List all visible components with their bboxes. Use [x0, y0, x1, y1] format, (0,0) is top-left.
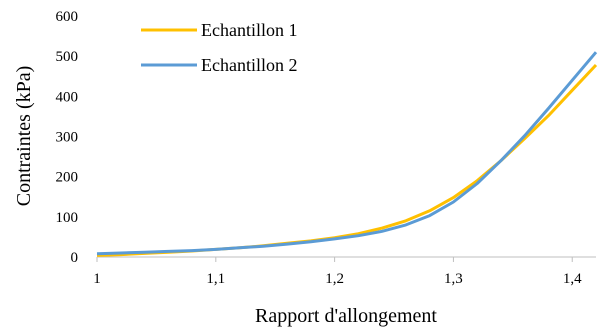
- y-tick-label: 600: [56, 9, 79, 25]
- y-tick-label: 200: [56, 170, 79, 186]
- y-axis-ticks: 0 100 200 300 400 500 600: [56, 9, 79, 266]
- series-line-2: [96, 51, 598, 256]
- legend-label-echantillon-1: Echantillon 1: [201, 20, 297, 40]
- y-tick-label: 300: [56, 130, 79, 146]
- y-axis-title: Contraintes (kPa): [13, 66, 35, 207]
- y-tick-label: 400: [56, 89, 79, 105]
- series-layer: [96, 51, 598, 257]
- x-tick-label: 1: [93, 271, 101, 287]
- x-axis-ticks: 1 1,1 1,2 1,3 1,4: [93, 257, 582, 287]
- y-tick-label: 500: [56, 49, 79, 65]
- x-tick-label: 1,4: [563, 271, 582, 287]
- x-axis-title: Rapport d'allongement: [255, 305, 437, 327]
- x-tick-label: 1,3: [444, 271, 463, 287]
- series-line-1: [96, 63, 598, 257]
- y-tick-label: 0: [71, 250, 79, 266]
- y-tick-label: 100: [56, 210, 79, 226]
- legend-label-echantillon-2: Echantillon 2: [201, 55, 297, 75]
- legend: Echantillon 1 Echantillon 2: [141, 20, 297, 75]
- x-tick-label: 1,2: [325, 271, 344, 287]
- x-tick-label: 1,1: [206, 271, 225, 287]
